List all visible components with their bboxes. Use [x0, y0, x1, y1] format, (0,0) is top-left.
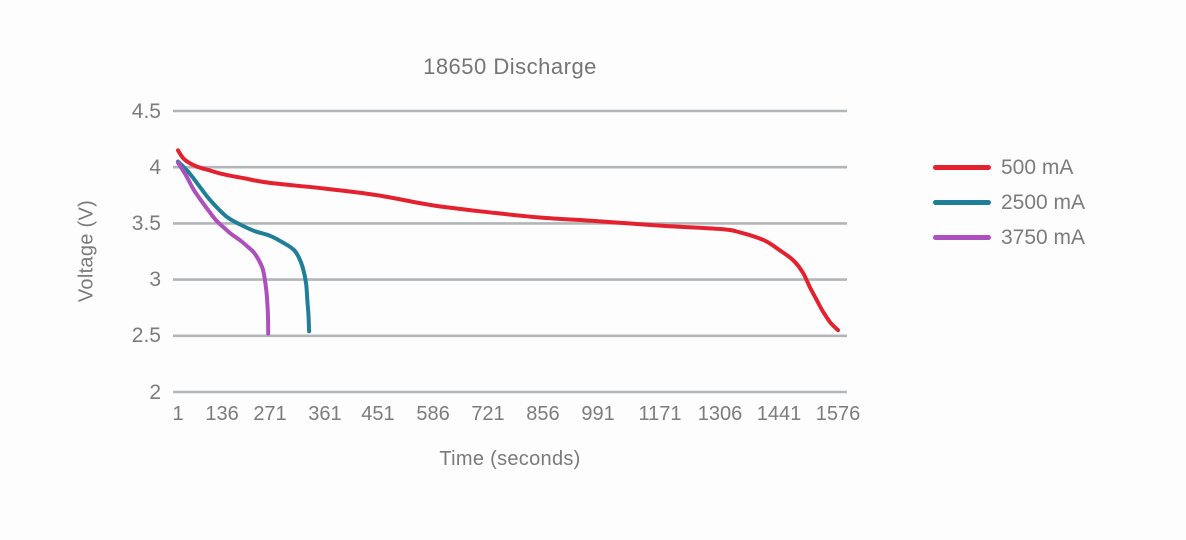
x-tick-label: 1576 — [815, 403, 861, 425]
series-line-500-ma — [176, 148, 840, 333]
series-line-2500-ma — [176, 159, 312, 334]
legend-swatch-500ma — [933, 165, 991, 170]
legend-swatch-3750ma — [933, 235, 991, 240]
legend-item-500ma: 500 mA — [933, 150, 1085, 185]
x-tick-label: 856 — [526, 403, 560, 425]
y-tick-label: 2 — [149, 380, 161, 404]
legend-label-500ma: 500 mA — [1001, 155, 1074, 179]
legend-label-3750ma: 3750 mA — [1001, 225, 1086, 249]
x-tick-label: 451 — [361, 403, 395, 425]
y-tick-label: 2.5 — [131, 324, 161, 348]
x-tick-label: 1441 — [756, 403, 802, 425]
x-axis-title: Time (seconds) — [439, 448, 581, 470]
legend-swatch-2500ma — [933, 200, 991, 205]
legend-label-2500ma: 2500 mA — [1001, 190, 1086, 214]
chart-title: 18650 Discharge — [423, 54, 597, 79]
x-tick-label: 991 — [581, 403, 615, 425]
y-tick-label: 3.5 — [131, 211, 161, 235]
y-tick-label: 3 — [149, 268, 161, 292]
x-tick-label: 1306 — [697, 403, 743, 425]
x-tick-label: 1 — [172, 403, 184, 425]
x-tick-label: 271 — [253, 403, 287, 425]
y-tick-label: 4 — [149, 155, 161, 179]
x-tick-label: 721 — [471, 403, 505, 425]
series-line-3750-ma — [176, 160, 271, 336]
legend: 500 mA 2500 mA 3750 mA — [933, 150, 1085, 255]
x-tick-label: 1171 — [638, 403, 682, 425]
legend-item-2500ma: 2500 mA — [933, 185, 1085, 220]
x-tick-label: 136 — [205, 403, 239, 425]
y-tick-labels: 4.5 4 3.5 3 2.5 2 — [0, 0, 161, 540]
y-tick-label: 4.5 — [131, 99, 161, 123]
x-tick-label: 361 — [308, 403, 342, 425]
x-tick-label: 586 — [416, 403, 450, 425]
legend-item-3750ma: 3750 mA — [933, 220, 1085, 255]
